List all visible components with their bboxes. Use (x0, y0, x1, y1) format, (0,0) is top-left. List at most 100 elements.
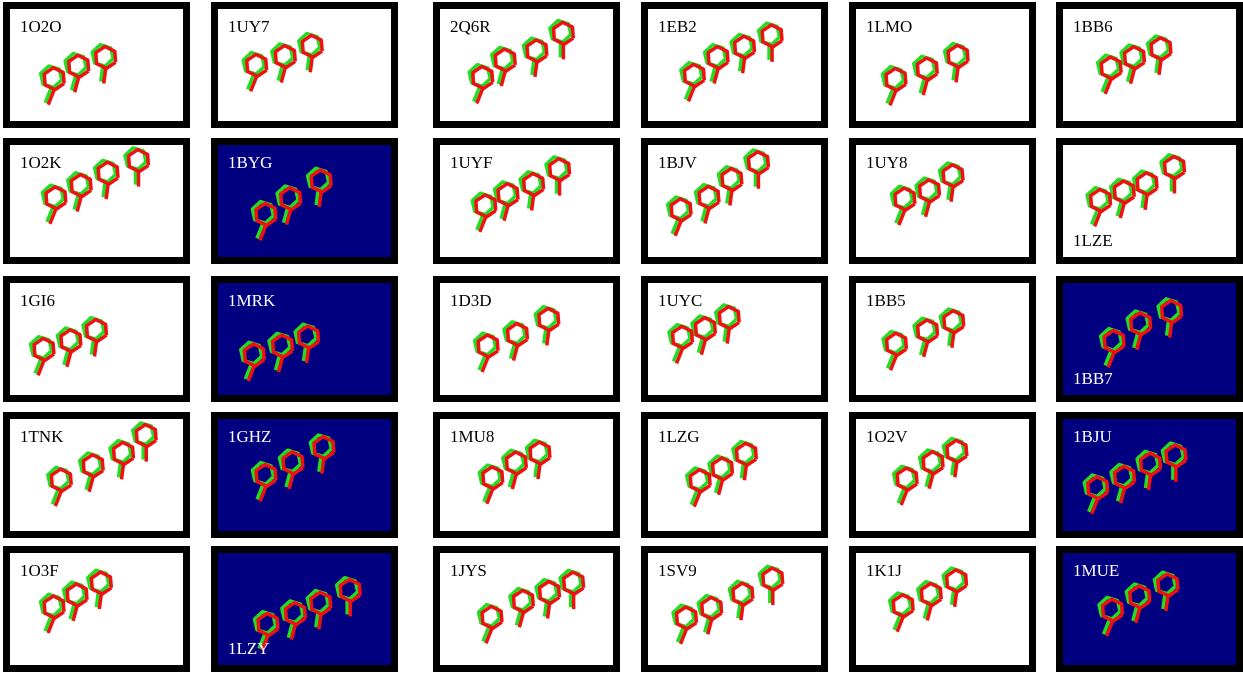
bond (532, 60, 534, 75)
panel: 1SV9 (641, 546, 828, 672)
panel-label: 1LZE (1073, 231, 1113, 251)
panel-label: 1O2V (866, 427, 908, 447)
bond (545, 601, 547, 616)
bond (535, 462, 537, 477)
bond (956, 67, 958, 82)
bond (741, 463, 743, 478)
panel-label: 1LZG (658, 427, 700, 447)
bond (1149, 475, 1151, 490)
panel-label: 1UY7 (228, 17, 270, 37)
panel: 1LZG (641, 412, 828, 538)
panel: 1O2V (849, 412, 1036, 538)
panel: 1BJV (641, 138, 828, 264)
predicted-pose (482, 572, 583, 643)
bond (948, 185, 950, 200)
bond (304, 346, 306, 361)
bond (1167, 321, 1169, 336)
predicted-pose (887, 311, 964, 371)
panel: 1MRK (211, 276, 398, 402)
bond (548, 603, 550, 618)
panel-label: 1JYS (450, 561, 487, 581)
bond (535, 62, 537, 77)
bond (106, 184, 108, 199)
bond (951, 187, 953, 202)
panel: 1JYS (433, 546, 620, 672)
predicted-pose (258, 579, 360, 650)
panel: 1TNK (3, 412, 190, 538)
panel: 1GI6 (3, 276, 190, 402)
bond (529, 194, 531, 209)
panel-label: 1K1J (866, 561, 902, 581)
bond (307, 55, 309, 70)
bond (738, 603, 740, 618)
bond (743, 58, 745, 73)
panel: 1BJU (1056, 412, 1243, 538)
bond (322, 459, 324, 474)
panel-label: 1MUE (1073, 561, 1119, 581)
bond (1142, 193, 1144, 208)
panel-label: 1LZY (228, 639, 270, 659)
bond (319, 457, 321, 472)
bond (952, 333, 954, 348)
bond (99, 594, 101, 609)
bond (740, 56, 742, 71)
panel-label: 1BB5 (866, 291, 906, 311)
panel-label: 1BB7 (1073, 369, 1113, 389)
panel: 1O2O (3, 2, 190, 128)
predicted-pose (897, 440, 967, 505)
panel-label: 1UYC (658, 291, 702, 311)
panel-label: 1GHZ (228, 427, 271, 447)
bond (955, 592, 957, 607)
bond (744, 465, 746, 480)
panel: 1O3F (3, 546, 190, 672)
panel: 1MUE (1056, 546, 1243, 672)
bond (96, 592, 98, 607)
bond (104, 68, 106, 83)
bond (741, 605, 743, 620)
panel-label: 1TNK (20, 427, 63, 447)
panel-label: 1O2K (20, 153, 62, 173)
panel: 1UY8 (849, 138, 1036, 264)
bond (727, 329, 729, 344)
panel: 1BB5 (849, 276, 1036, 402)
bond (727, 188, 729, 203)
panel: 1UYF (433, 138, 620, 264)
panel-label: 1GI6 (20, 291, 55, 311)
panel: 1LZY (211, 546, 398, 672)
panel-label: 1BB6 (1073, 17, 1113, 37)
predicted-pose (1104, 301, 1181, 368)
panel: 1K1J (849, 546, 1036, 672)
predicted-pose (44, 47, 115, 105)
panel: 1LMO (849, 2, 1036, 128)
panel-label: 1UYF (450, 153, 493, 173)
predicted-pose (51, 425, 156, 506)
bond (1166, 596, 1168, 611)
predicted-pose (1088, 445, 1186, 514)
bond (955, 462, 957, 477)
bond (1163, 594, 1165, 609)
predicted-pose (895, 165, 963, 225)
panel-label: 1LMO (866, 17, 912, 37)
bond (319, 192, 321, 207)
bond (544, 328, 546, 343)
bond (1146, 473, 1148, 488)
panel: 1UY7 (211, 2, 398, 128)
bond (949, 331, 951, 346)
panel-label: 1D3D (450, 291, 492, 311)
bond (953, 65, 955, 80)
predicted-pose (893, 570, 966, 632)
bond (319, 614, 321, 629)
panel-label: 1MRK (228, 291, 275, 311)
panel-label: 1BJV (658, 153, 697, 173)
panel: 1MU8 (433, 412, 620, 538)
bond (547, 330, 549, 345)
panel: 1EB2 (641, 2, 828, 128)
bond (1145, 195, 1147, 210)
bond (118, 462, 120, 477)
panel-label: 1O3F (20, 561, 59, 581)
bond (730, 190, 732, 205)
panel: 2Q6R (433, 2, 620, 128)
bond (310, 57, 312, 72)
bond (1159, 60, 1161, 75)
bond (307, 348, 309, 363)
